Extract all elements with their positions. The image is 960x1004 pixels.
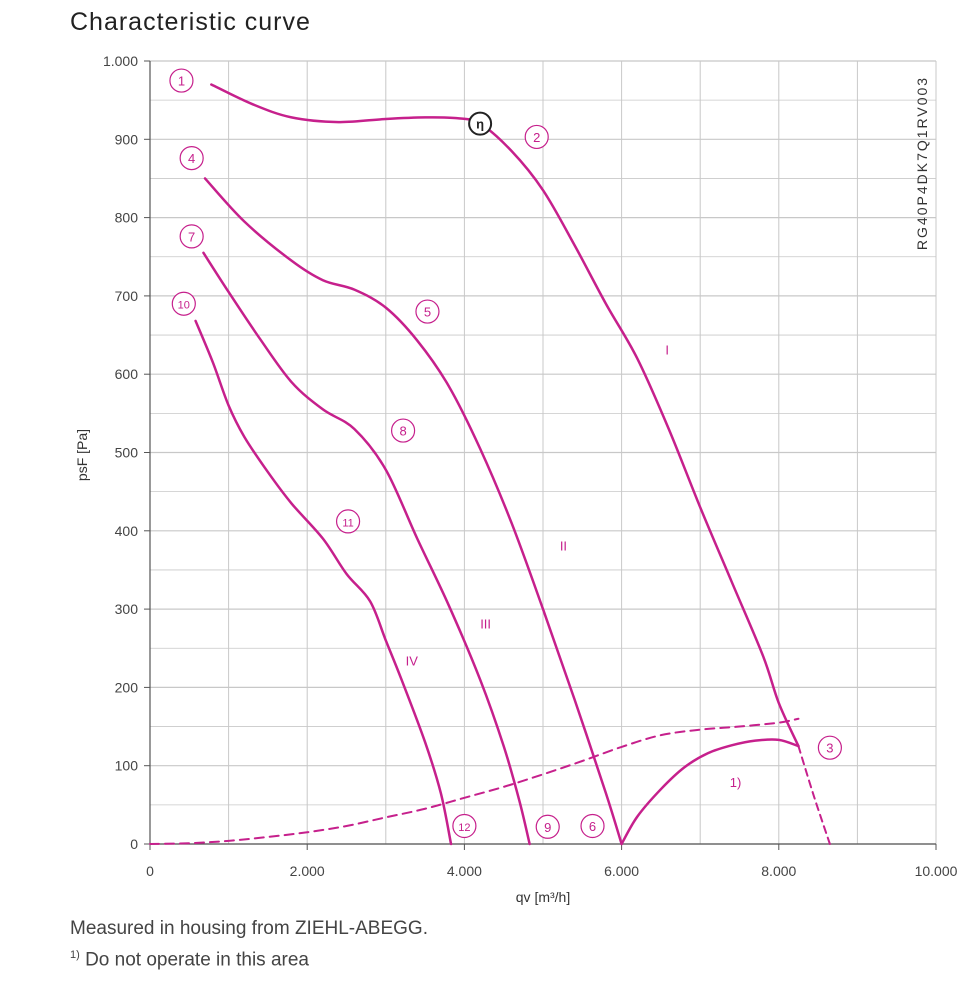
- x-tick-label: 6.000: [604, 863, 639, 879]
- footnotes: Measured in housing from ZIEHL-ABEGG. 1)…: [70, 916, 428, 973]
- x-tick-label: 10.000: [915, 863, 958, 879]
- marker-circle: [179, 145, 204, 171]
- x-tick-label: 0: [146, 863, 154, 879]
- marker-label: 8: [399, 424, 406, 439]
- curve-label: III: [480, 617, 491, 632]
- x-tick-label: 2.000: [290, 863, 325, 879]
- marker-circle: [817, 735, 842, 760]
- marker-circle: [169, 68, 194, 93]
- marker-circle: [390, 418, 416, 443]
- marker-label: 6: [589, 819, 596, 834]
- curve-label: I: [665, 343, 669, 358]
- axes: 0 100 200 300 400 500 600 700 800 900 1.000 0 2.000 4…: [103, 53, 958, 879]
- marker-label: 5: [424, 305, 431, 320]
- y-tick-label: 100: [115, 758, 139, 774]
- y-tick-label: 300: [115, 601, 139, 617]
- marker-label: 2: [533, 130, 540, 145]
- marker-label: 1: [178, 74, 185, 89]
- marker-label: 10: [178, 300, 190, 312]
- footnote-text: Do not operate in this area: [85, 949, 309, 971]
- series-i-line: [210, 83, 800, 748]
- marker-circle: [580, 813, 605, 839]
- curve-label: IV: [406, 653, 419, 668]
- x-tick-label: 8.000: [761, 863, 796, 879]
- marker-label: η: [476, 117, 484, 132]
- model-code: RG40P4DK7Q1RV003: [914, 76, 930, 250]
- x-axis-label: qv [m³/h]: [516, 889, 570, 905]
- series-limit-line: [797, 745, 831, 845]
- series-1-line: [620, 738, 800, 846]
- y-tick-label: 1.000: [103, 53, 138, 69]
- series-iii-line: [202, 251, 531, 846]
- y-tick-label: 700: [115, 288, 139, 304]
- marker-circle: [171, 291, 196, 316]
- series-ii-line: [203, 177, 623, 846]
- y-tick-label: 600: [115, 366, 139, 382]
- y-axis-label: psF [Pa]: [74, 429, 90, 481]
- y-tick-label: 800: [115, 210, 139, 226]
- footnote-measured: Measured in housing from ZIEHL-ABEGG.: [70, 918, 428, 939]
- series-iv-line: [194, 319, 453, 846]
- marker-circle: [335, 509, 361, 534]
- y-tick-label: 400: [115, 523, 139, 539]
- marker-label: 9: [544, 820, 551, 835]
- series: [149, 83, 831, 846]
- footnote-do-not-operate: 1) Do not operate in this area: [70, 942, 428, 973]
- marker-circle: [468, 111, 493, 136]
- marker-label: 12: [458, 822, 470, 834]
- curve-label: II: [560, 538, 567, 553]
- x-tick-label: 4.000: [447, 863, 482, 879]
- marker-label: 11: [342, 517, 353, 529]
- marker-circle: [452, 813, 477, 839]
- y-tick-label: 900: [115, 131, 139, 147]
- y-tick-label: 500: [115, 445, 139, 461]
- marker-circle: [535, 814, 560, 839]
- curve-label: 1): [730, 775, 742, 790]
- page-title: Characteristic curve: [70, 8, 311, 36]
- marker-label: 4: [188, 151, 195, 166]
- marker-circle: [415, 299, 440, 324]
- grid: [149, 60, 937, 845]
- marker-label: 3: [826, 741, 833, 756]
- marker-circle: [179, 224, 204, 249]
- y-tick-label: 0: [130, 836, 138, 852]
- marker-circle: [524, 124, 549, 150]
- series-systemcurve-line: [149, 717, 800, 845]
- marker-label: 7: [188, 229, 195, 244]
- footnote-marker: 1): [70, 949, 80, 961]
- y-tick-label: 200: [115, 679, 139, 695]
